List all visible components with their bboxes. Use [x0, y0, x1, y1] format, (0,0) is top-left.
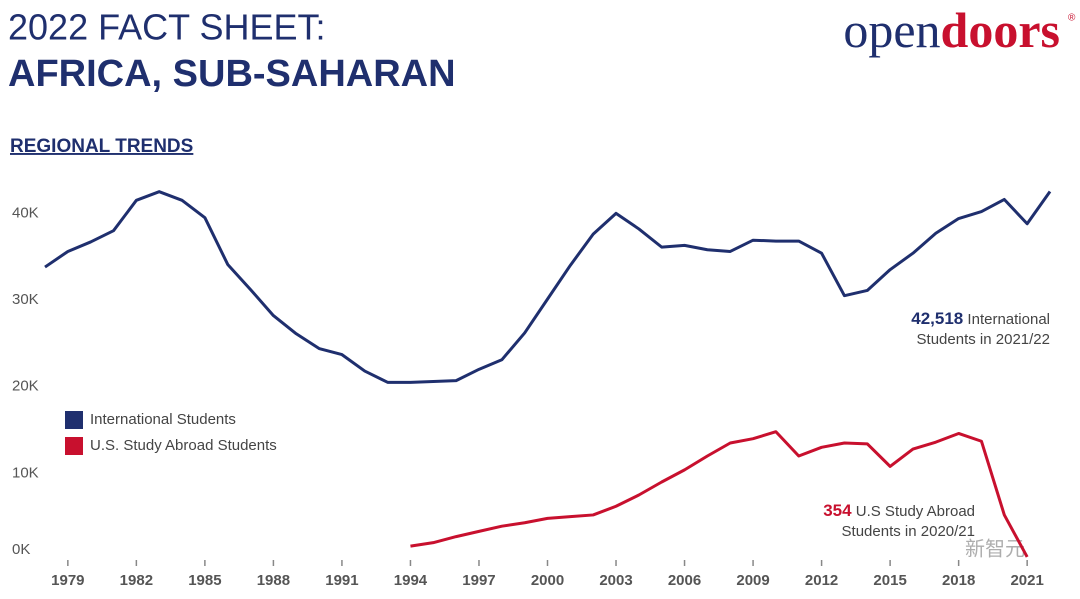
subtitle: AFRICA, SUB-SAHARAN: [8, 53, 456, 95]
x-tick-label: 1994: [394, 572, 428, 589]
logo-mark: ®: [1068, 13, 1076, 24]
annotation: 354 U.S Study Abroad: [823, 501, 975, 520]
annotation: 42,518 International: [911, 309, 1050, 328]
annotation-value: 354: [823, 501, 852, 520]
x-tick-label: 2015: [873, 572, 906, 589]
section-title: REGIONAL TRENDS: [10, 136, 193, 157]
x-tick-label: 1982: [120, 572, 153, 589]
x-tick-label: 1991: [325, 572, 358, 589]
logo-open: open: [843, 2, 940, 58]
annotation-text: Students in 2021/22: [917, 331, 1050, 348]
logo: opendoors: [843, 2, 1060, 58]
annotation-text: U.S Study Abroad: [852, 503, 975, 520]
x-tick-label: 1988: [257, 572, 290, 589]
x-tick-label: 1979: [51, 572, 84, 589]
series-line: [44, 190, 1052, 384]
watermark: 新智元: [965, 537, 1025, 560]
logo-doors: doors: [941, 2, 1060, 58]
title: 2022 FACT SHEET:: [8, 7, 325, 48]
x-tick-label: 1997: [462, 572, 495, 589]
x-tick-label: 2003: [599, 572, 632, 589]
x-tick-label: 2018: [942, 572, 975, 589]
y-tick-label: 40K: [12, 204, 39, 221]
annotation-text: Students in 2020/21: [842, 523, 975, 540]
legend-label: International Students: [90, 411, 236, 428]
annotation-value: 42,518: [911, 309, 963, 328]
x-tick-label: 2000: [531, 572, 564, 589]
y-tick-label: 0K: [12, 541, 30, 558]
y-tick-label: 10K: [12, 464, 39, 481]
x-tick-label: 2009: [736, 572, 769, 589]
annotation-text: International: [963, 311, 1050, 328]
legend-label: U.S. Study Abroad Students: [90, 437, 277, 454]
y-tick-label: 30K: [12, 291, 39, 308]
x-tick-label: 2021: [1010, 572, 1043, 589]
series-line: [410, 430, 1029, 558]
legend-swatch: [65, 437, 83, 455]
x-tick-label: 2012: [805, 572, 838, 589]
y-tick-label: 20K: [12, 378, 39, 395]
x-tick-label: 1985: [188, 572, 221, 589]
legend-swatch: [65, 411, 83, 429]
x-tick-label: 2006: [668, 572, 701, 589]
